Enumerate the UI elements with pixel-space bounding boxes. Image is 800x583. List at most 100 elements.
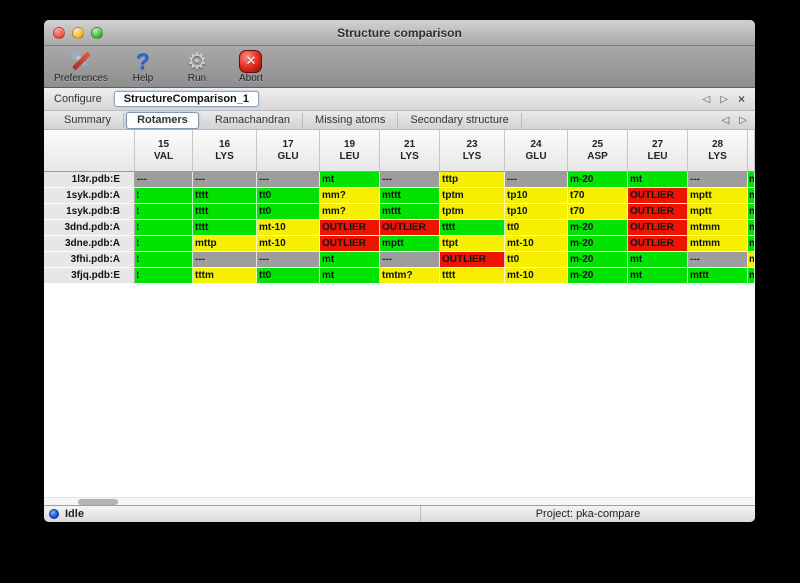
rotamer-cell[interactable]: m-20 <box>568 268 628 284</box>
rotamer-cell[interactable]: tt0 <box>257 268 320 284</box>
rotamer-cell[interactable]: --- <box>193 252 257 268</box>
rotamer-cell[interactable]: mttt <box>688 268 748 284</box>
tab-rotamers[interactable]: Rotamers <box>126 111 199 129</box>
rotamer-cell[interactable]: t <box>135 236 193 252</box>
rotamer-cell[interactable]: mtmm <box>688 220 748 236</box>
rotamer-cell[interactable]: mt-10 <box>505 268 568 284</box>
horizontal-scrollbar[interactable] <box>44 497 755 505</box>
rotamer-cell[interactable]: ttpt <box>440 236 505 252</box>
rotamer-cell[interactable]: t70 <box>568 204 628 220</box>
rotamer-cell[interactable]: OUTLIER <box>628 204 688 220</box>
rotamer-cell[interactable]: mttt <box>380 188 440 204</box>
rotamer-cell[interactable]: tptm <box>440 204 505 220</box>
rotamer-cell[interactable]: --- <box>688 172 748 188</box>
rotamer-cell[interactable]: tt0 <box>505 220 568 236</box>
rotamer-cell[interactable]: m-20 <box>568 220 628 236</box>
rotamer-cell[interactable]: tttp <box>440 172 505 188</box>
rotamer-cell-clipped[interactable]: m <box>748 204 755 220</box>
rotamer-cell[interactable]: mt-10 <box>505 236 568 252</box>
tab-forward-icon[interactable]: ▷ <box>739 114 747 126</box>
rotamer-cell[interactable]: --- <box>380 252 440 268</box>
column-header: 23 LYS <box>440 130 505 172</box>
configuration-name-box[interactable]: StructureComparison_1 <box>113 91 260 107</box>
rotamer-cell[interactable]: --- <box>380 172 440 188</box>
config-forward-icon[interactable]: ▷ <box>720 93 728 105</box>
rotamer-cell[interactable]: tt0 <box>505 252 568 268</box>
rotamer-cell[interactable]: mptt <box>688 204 748 220</box>
rotamer-cell[interactable]: tmtm? <box>380 268 440 284</box>
rotamer-cell[interactable]: tptm <box>440 188 505 204</box>
rotamer-cell[interactable]: tp10 <box>505 204 568 220</box>
rotamer-cell[interactable]: t <box>135 252 193 268</box>
rotamer-cell[interactable]: --- <box>135 172 193 188</box>
tab-back-icon[interactable]: ◁ <box>721 114 730 126</box>
rotamer-cell[interactable]: mt <box>628 268 688 284</box>
tab-secondary-structure[interactable]: Secondary structure <box>398 112 522 128</box>
rotamer-cell[interactable]: mt <box>628 172 688 188</box>
tab-ramachandran[interactable]: Ramachandran <box>203 112 304 128</box>
rotamer-cell[interactable]: tt0 <box>257 204 320 220</box>
rotamer-cell[interactable]: --- <box>193 172 257 188</box>
rotamer-cell[interactable]: mt <box>320 252 380 268</box>
rotamer-cell[interactable]: mm? <box>320 188 380 204</box>
rotamer-cell-clipped[interactable]: m <box>748 236 755 252</box>
abort-button[interactable]: ✕ Abort <box>232 48 270 84</box>
rotamer-cell[interactable]: mt <box>628 252 688 268</box>
config-close-icon[interactable]: × <box>737 92 745 106</box>
rotamer-cell[interactable]: t <box>135 204 193 220</box>
rotamer-cell[interactable]: --- <box>257 252 320 268</box>
minimize-window-button[interactable] <box>72 27 84 39</box>
close-window-button[interactable] <box>53 27 65 39</box>
rotamer-cell-clipped[interactable]: m <box>748 172 755 188</box>
preferences-button[interactable]: Preferences <box>54 48 108 84</box>
rotamer-cell[interactable]: OUTLIER <box>380 220 440 236</box>
rotamer-cell[interactable]: m-20 <box>568 236 628 252</box>
rotamer-cell[interactable]: mtmm <box>688 236 748 252</box>
rotamer-cell[interactable]: mt-10 <box>257 220 320 236</box>
rotamer-cell[interactable]: t <box>135 188 193 204</box>
rotamer-cell[interactable]: mttp <box>193 236 257 252</box>
zoom-window-button[interactable] <box>91 27 103 39</box>
rotamer-cell[interactable]: OUTLIER <box>320 236 380 252</box>
rotamer-cell[interactable]: mptt <box>688 188 748 204</box>
help-button[interactable]: ? Help <box>124 48 162 84</box>
rotamer-cell[interactable]: mm? <box>320 204 380 220</box>
rotamer-cell[interactable]: OUTLIER <box>320 220 380 236</box>
rotamer-cell[interactable]: mt-10 <box>257 236 320 252</box>
rotamer-cell[interactable]: tttt <box>193 204 257 220</box>
scrollbar-thumb[interactable] <box>78 499 118 505</box>
rotamer-cell[interactable]: mptt <box>380 236 440 252</box>
rotamer-cell[interactable]: tt0 <box>257 188 320 204</box>
rotamer-cell-clipped[interactable]: m <box>748 188 755 204</box>
config-back-icon[interactable]: ◁ <box>702 93 711 105</box>
run-button[interactable]: ⚙ Run <box>178 48 216 84</box>
rotamer-cell[interactable]: m-20 <box>568 252 628 268</box>
rotamer-cell[interactable]: mt <box>320 268 380 284</box>
rotamer-cell[interactable]: OUTLIER <box>628 220 688 236</box>
rotamer-cell[interactable]: OUTLIER <box>628 188 688 204</box>
rotamer-cell[interactable]: m-20 <box>568 172 628 188</box>
rotamer-cell[interactable]: tttt <box>440 268 505 284</box>
rotamer-cell-clipped[interactable]: m <box>748 220 755 236</box>
rotamer-cell[interactable]: tttt <box>193 188 257 204</box>
rotamer-cell[interactable]: t70 <box>568 188 628 204</box>
rotamer-cell[interactable]: mttt <box>380 204 440 220</box>
rotamer-cell[interactable]: tttt <box>440 220 505 236</box>
rotamer-cell[interactable]: tttm <box>193 268 257 284</box>
rotamer-cell-clipped[interactable]: m <box>748 252 755 268</box>
rotamer-cell[interactable]: OUTLIER <box>628 236 688 252</box>
titlebar[interactable]: Structure comparison <box>44 20 755 46</box>
rotamer-cell-clipped[interactable]: m <box>748 268 755 284</box>
rotamer-cell[interactable]: tttt <box>193 220 257 236</box>
rotamer-cell[interactable]: --- <box>257 172 320 188</box>
rotamer-cell[interactable]: --- <box>688 252 748 268</box>
rotamer-cell[interactable]: mt <box>320 172 380 188</box>
tab-summary[interactable]: Summary <box>52 112 125 128</box>
rotamer-cell[interactable]: t <box>135 220 193 236</box>
tab-missing-atoms[interactable]: Missing atoms <box>303 112 399 128</box>
rotamer-cell[interactable]: t <box>135 268 193 284</box>
rotamer-cell[interactable]: OUTLIER <box>440 252 505 268</box>
rotamer-cell[interactable]: tp10 <box>505 188 568 204</box>
rotamer-cell[interactable]: --- <box>505 172 568 188</box>
